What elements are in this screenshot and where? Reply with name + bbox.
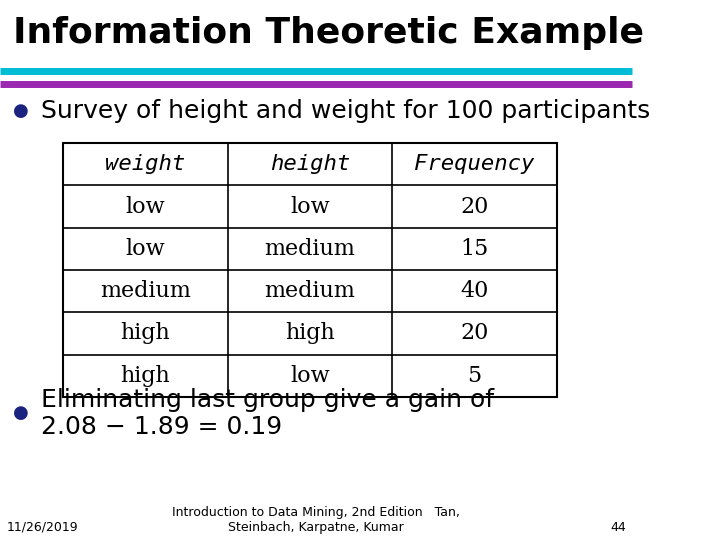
Text: 44: 44 bbox=[611, 521, 626, 534]
Text: medium: medium bbox=[264, 280, 356, 302]
Text: medium: medium bbox=[100, 280, 191, 302]
Text: 2.08 − 1.89 = 0.19: 2.08 − 1.89 = 0.19 bbox=[41, 415, 282, 438]
Text: Survey of height and weight for 100 participants: Survey of height and weight for 100 part… bbox=[41, 99, 650, 123]
Text: weight: weight bbox=[105, 154, 186, 174]
Text: medium: medium bbox=[264, 238, 356, 260]
Text: 5: 5 bbox=[467, 364, 482, 387]
Text: 15: 15 bbox=[460, 238, 488, 260]
Text: 20: 20 bbox=[460, 195, 489, 218]
Text: low: low bbox=[290, 364, 330, 387]
Text: 11/26/2019: 11/26/2019 bbox=[6, 521, 78, 534]
Text: height: height bbox=[270, 154, 350, 174]
Text: Introduction to Data Mining, 2nd Edition   Tan,
Steinbach, Karpatne, Kumar: Introduction to Data Mining, 2nd Edition… bbox=[172, 505, 460, 534]
Text: low: low bbox=[290, 195, 330, 218]
Text: low: low bbox=[126, 238, 166, 260]
Text: 40: 40 bbox=[460, 280, 489, 302]
Text: ●: ● bbox=[13, 404, 28, 422]
Text: Information Theoretic Example: Information Theoretic Example bbox=[13, 16, 644, 50]
Text: Eliminating last group give a gain of: Eliminating last group give a gain of bbox=[41, 388, 494, 411]
Text: Frequency: Frequency bbox=[414, 154, 534, 174]
Text: low: low bbox=[126, 195, 166, 218]
Text: high: high bbox=[120, 364, 171, 387]
Text: high: high bbox=[120, 322, 171, 345]
Text: 20: 20 bbox=[460, 322, 489, 345]
Text: ●: ● bbox=[13, 102, 28, 120]
Bar bbox=[63, 143, 557, 397]
Text: high: high bbox=[285, 322, 335, 345]
